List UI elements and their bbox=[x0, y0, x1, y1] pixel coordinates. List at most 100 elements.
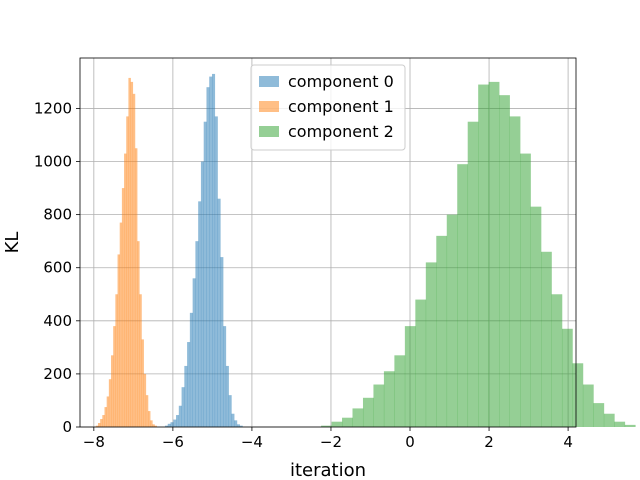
y-tick-label: 800 bbox=[43, 206, 72, 224]
histogram-bar bbox=[478, 84, 489, 428]
histogram-bar bbox=[145, 395, 149, 427]
histogram-bars bbox=[95, 73, 636, 428]
histogram-bar bbox=[212, 73, 216, 428]
histogram-bar bbox=[134, 148, 138, 428]
x-axis-label: iteration bbox=[290, 460, 366, 480]
histogram-bar bbox=[331, 421, 343, 427]
histogram-bar bbox=[231, 413, 235, 427]
histogram-bar bbox=[119, 222, 123, 427]
histogram-bar bbox=[184, 365, 188, 427]
histogram-bar bbox=[111, 355, 114, 427]
legend-label: component 1 bbox=[288, 97, 394, 116]
y-tick-label: 1000 bbox=[34, 153, 72, 171]
histogram-bar bbox=[164, 425, 169, 427]
histogram-bar bbox=[582, 384, 594, 427]
histogram-bar bbox=[176, 415, 180, 427]
histogram-bar bbox=[132, 93, 136, 427]
y-axis-ticks: 0 200 400 600 800 1000 1200 bbox=[34, 99, 80, 436]
histogram-bar bbox=[488, 81, 500, 427]
histogram-bar bbox=[499, 95, 510, 427]
histogram-bar bbox=[170, 422, 174, 427]
histogram-bar bbox=[225, 365, 229, 427]
histogram-bar bbox=[551, 294, 563, 427]
x-tick-label: 4 bbox=[563, 433, 573, 451]
legend-swatch bbox=[259, 101, 279, 112]
histogram-bar bbox=[137, 241, 140, 427]
histogram-bar bbox=[383, 371, 395, 427]
histogram-bar bbox=[167, 423, 171, 427]
y-tick-label: 0 bbox=[62, 418, 72, 436]
series-2-bars bbox=[321, 81, 636, 428]
histogram-bar bbox=[223, 326, 227, 427]
histogram-bar bbox=[373, 384, 385, 427]
histogram-bar bbox=[152, 424, 155, 427]
histogram-bar bbox=[124, 153, 127, 427]
histogram-bar bbox=[234, 420, 238, 427]
x-axis-ticks: −8 −6 −4 −2 0 2 4 bbox=[83, 427, 573, 451]
histogram-bar bbox=[104, 407, 107, 427]
histogram-bar bbox=[141, 339, 144, 427]
histogram-bar bbox=[228, 395, 232, 427]
histogram-bar bbox=[102, 415, 105, 427]
histogram-bar bbox=[509, 116, 521, 427]
histogram-bar bbox=[561, 328, 573, 427]
histogram-bar bbox=[425, 262, 437, 427]
histogram-bar bbox=[100, 419, 103, 427]
y-tick-label: 1200 bbox=[34, 99, 72, 117]
histogram-bar bbox=[520, 153, 531, 427]
histogram-bar bbox=[150, 420, 153, 427]
histogram-bar bbox=[362, 397, 374, 427]
histogram-bar bbox=[117, 254, 121, 427]
histogram-bar bbox=[95, 425, 99, 427]
histogram-bar bbox=[624, 424, 636, 427]
y-axis-label: KL bbox=[2, 232, 23, 254]
histogram-bar bbox=[467, 121, 479, 428]
histogram-bar bbox=[614, 421, 626, 427]
histogram-bar bbox=[593, 403, 605, 427]
legend-label: component 2 bbox=[288, 122, 394, 141]
y-tick-label: 600 bbox=[43, 259, 72, 277]
histogram-bar bbox=[195, 241, 199, 427]
histogram-bar bbox=[217, 198, 221, 427]
x-tick-label: −6 bbox=[162, 433, 184, 451]
histogram-bar bbox=[115, 294, 118, 427]
legend-label: component 0 bbox=[288, 72, 394, 91]
plot-area-frame bbox=[79, 57, 577, 428]
histogram-bar bbox=[198, 201, 202, 427]
y-tick-label: 200 bbox=[43, 365, 72, 383]
histogram-bar bbox=[342, 417, 353, 427]
histogram-bar bbox=[130, 81, 134, 427]
histogram-bar bbox=[128, 77, 131, 428]
histogram-bar bbox=[143, 373, 147, 427]
histogram-bar bbox=[173, 419, 177, 427]
x-tick-label: −8 bbox=[83, 433, 105, 451]
histogram-bar bbox=[189, 312, 193, 427]
histogram-bar bbox=[106, 396, 110, 427]
histogram-bar bbox=[236, 424, 240, 427]
histogram-bar bbox=[394, 355, 406, 427]
histogram-bar bbox=[181, 387, 185, 427]
histogram-bar bbox=[321, 425, 332, 427]
legend: component 0 component 1 component 2 bbox=[250, 64, 406, 151]
histogram-bar bbox=[97, 423, 101, 427]
histogram-bar bbox=[126, 116, 129, 427]
histogram-bar bbox=[352, 408, 364, 427]
histogram-bar bbox=[530, 206, 542, 427]
histogram-bar bbox=[436, 235, 448, 427]
histogram-bar bbox=[457, 164, 469, 427]
x-tick-label: −2 bbox=[320, 433, 342, 451]
histogram-bar bbox=[572, 363, 584, 427]
histogram-bar bbox=[446, 214, 458, 427]
series-0-bars bbox=[164, 73, 243, 428]
histogram-bar bbox=[139, 294, 142, 427]
histogram-bar bbox=[113, 326, 116, 427]
legend-box bbox=[250, 64, 406, 151]
histogram-bar bbox=[192, 278, 196, 427]
histogram-bar bbox=[404, 326, 416, 427]
histogram-bar bbox=[214, 116, 218, 427]
histogram-bar bbox=[415, 299, 427, 427]
x-tick-label: 0 bbox=[405, 433, 415, 451]
histogram-bar bbox=[220, 257, 224, 427]
histogram-bar bbox=[239, 425, 243, 427]
